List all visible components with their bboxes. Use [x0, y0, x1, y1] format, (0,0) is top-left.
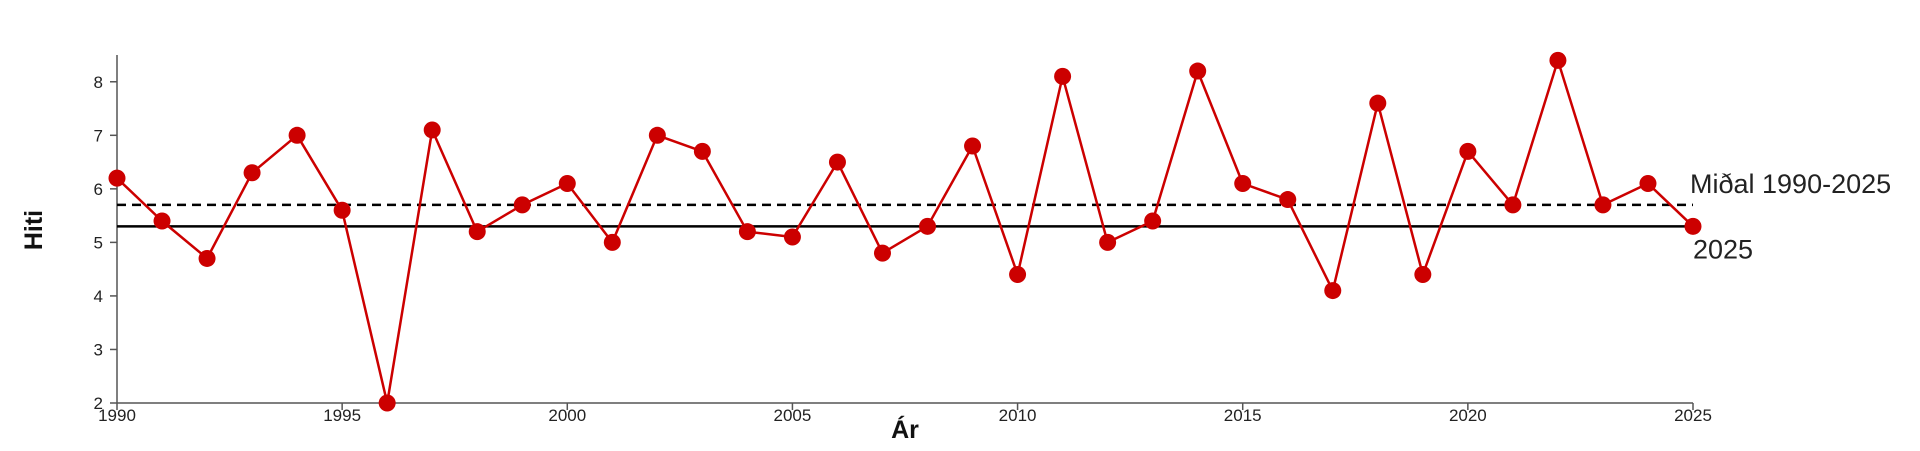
year-line-label: 2025 [1693, 234, 1753, 264]
data-point [558, 174, 576, 192]
data-point [1684, 217, 1702, 235]
axes [116, 55, 1693, 404]
data-point [1639, 174, 1657, 192]
series-line [116, 59, 1694, 405]
data-point [783, 228, 801, 246]
data-point [964, 137, 982, 155]
y-axis-title: Hiti [20, 210, 48, 250]
x-tick-label: 2020 [1449, 406, 1487, 425]
data-point [919, 217, 937, 235]
data-point [828, 153, 846, 171]
data-point [693, 142, 711, 160]
data-point [198, 249, 216, 267]
y-tick-label: 3 [94, 340, 103, 359]
data-point [1099, 233, 1117, 251]
y-tick-label: 4 [94, 287, 103, 306]
series [108, 51, 1702, 412]
data-point [1414, 266, 1432, 284]
y-tick-label: 6 [94, 180, 103, 199]
y-tick-label: 2 [94, 394, 103, 413]
data-point [873, 244, 891, 262]
data-point [333, 201, 351, 219]
x-tick-label: 2015 [1224, 406, 1262, 425]
data-point [603, 233, 621, 251]
ticks: 2 3 4 5 6 7 8 1990 1995 2000 2005 2010 2015 2020 2025 [94, 73, 1712, 425]
data-point [288, 126, 306, 144]
x-tick-label: 1995 [323, 406, 361, 425]
data-point [1504, 196, 1522, 214]
data-point [1054, 67, 1072, 85]
data-point [1594, 196, 1612, 214]
mean-line-label: Miðal 1990-2025 [1690, 169, 1891, 199]
data-point [1324, 282, 1342, 300]
data-point [1009, 266, 1027, 284]
data-point [1144, 212, 1162, 230]
x-tick-label: 2025 [1674, 406, 1712, 425]
y-tick-label: 7 [94, 126, 103, 145]
data-point [108, 169, 126, 187]
x-tick-label: 2010 [999, 406, 1037, 425]
data-point [1279, 191, 1297, 209]
x-tick-label: 2000 [548, 406, 586, 425]
y-tick-label: 8 [94, 73, 103, 92]
data-point [468, 223, 486, 241]
x-axis-title: Ár [891, 415, 919, 444]
data-point [1234, 174, 1252, 192]
data-point [1549, 51, 1567, 69]
data-point [1459, 142, 1477, 160]
data-point [738, 223, 756, 241]
reference-lines: Miðal 1990-2025 2025 [117, 169, 1891, 264]
data-point [1369, 94, 1387, 112]
data-point [648, 126, 666, 144]
data-point [1189, 62, 1207, 80]
data-point [378, 394, 396, 412]
data-point [153, 212, 171, 230]
data-point [243, 164, 261, 182]
data-point [423, 121, 441, 139]
x-tick-label: 2005 [774, 406, 812, 425]
data-point [513, 196, 531, 214]
x-tick-label: 1990 [98, 406, 136, 425]
y-tick-label: 5 [94, 233, 103, 252]
